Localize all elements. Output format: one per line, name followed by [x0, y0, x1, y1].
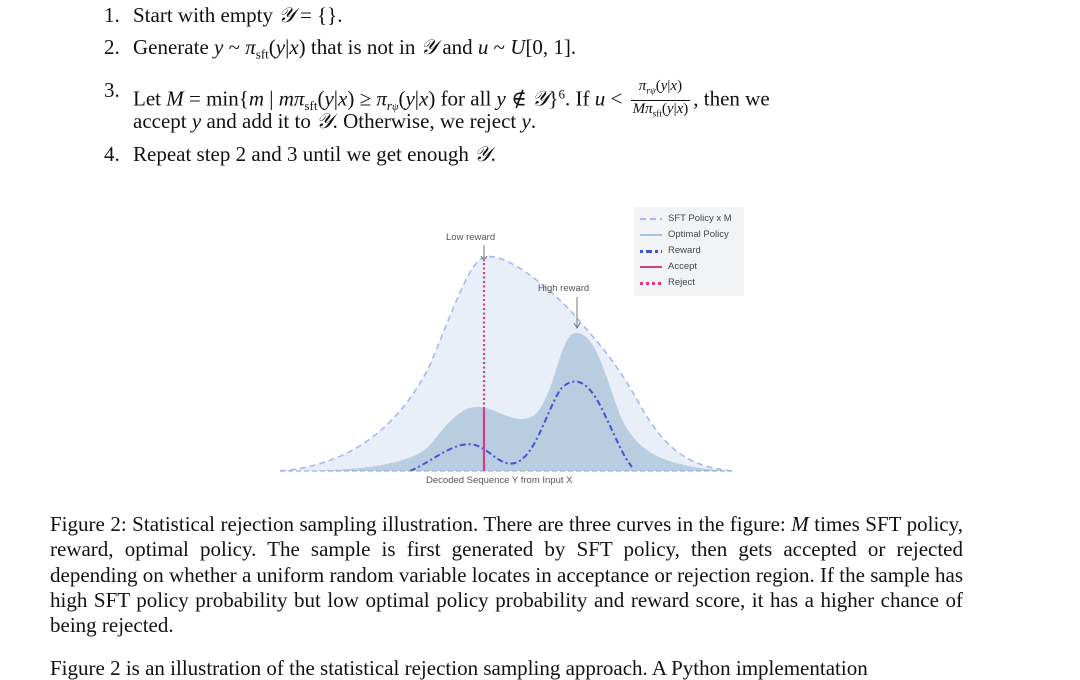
low-reward-arrowhead: [480, 255, 488, 262]
legend-swatch: [640, 266, 662, 268]
step-number: 4.: [104, 142, 120, 166]
step-text: Generate y ~ πsft(y|x) that is not in 𝒴 …: [133, 35, 577, 62]
sft-policy-curve: [279, 255, 733, 472]
x-axis-label: Decoded Sequence Y from Input X: [426, 475, 573, 486]
acceptance-ratio-fraction: πrψ(y|x) Mπsft(y|x): [630, 78, 691, 120]
step-number: 1.: [104, 3, 120, 27]
figure-canvas: [279, 245, 733, 472]
step-number: 3.: [104, 78, 120, 102]
legend-swatch: [640, 218, 662, 220]
figure-legend: SFT Policy x M Optimal Policy Reward Acc…: [634, 207, 744, 296]
legend-item-accept: Accept: [640, 260, 744, 274]
high-reward-label: High reward: [538, 283, 590, 294]
step-text: Start with empty 𝒴 = {}.: [133, 3, 343, 27]
legend-swatch: [640, 234, 662, 236]
legend-item-optimal-policy: Optimal Policy: [640, 228, 744, 242]
rejection-sampling-figure: [270, 205, 750, 495]
legend-swatch: [640, 250, 662, 253]
legend-swatch: [640, 282, 662, 285]
legend-item-reward: Reward: [640, 244, 744, 258]
high-reward-arrowhead: [573, 322, 581, 329]
optimal-policy-area: [280, 332, 732, 471]
next-paragraph-partial: Figure 2 is an illustration of the stati…: [50, 656, 868, 680]
footnote-marker: 6: [558, 86, 565, 102]
reward-curve: [409, 380, 633, 472]
legend-item-reject: Reject: [640, 276, 744, 290]
step-text: accept y and add it to 𝒴. Otherwise, we …: [133, 109, 537, 133]
step-text: Let M = min{m | mπsft(y|x) ≥ πrψ(y|x) fo…: [133, 78, 770, 124]
step-text: Repeat step 2 and 3 until we get enough …: [133, 142, 496, 166]
step-number: 2.: [104, 35, 120, 59]
figure-caption: Figure 2: Statistical rejection sampling…: [50, 512, 963, 638]
legend-item-sft-policy: SFT Policy x M: [640, 212, 744, 226]
low-reward-label: Low reward: [446, 232, 496, 243]
